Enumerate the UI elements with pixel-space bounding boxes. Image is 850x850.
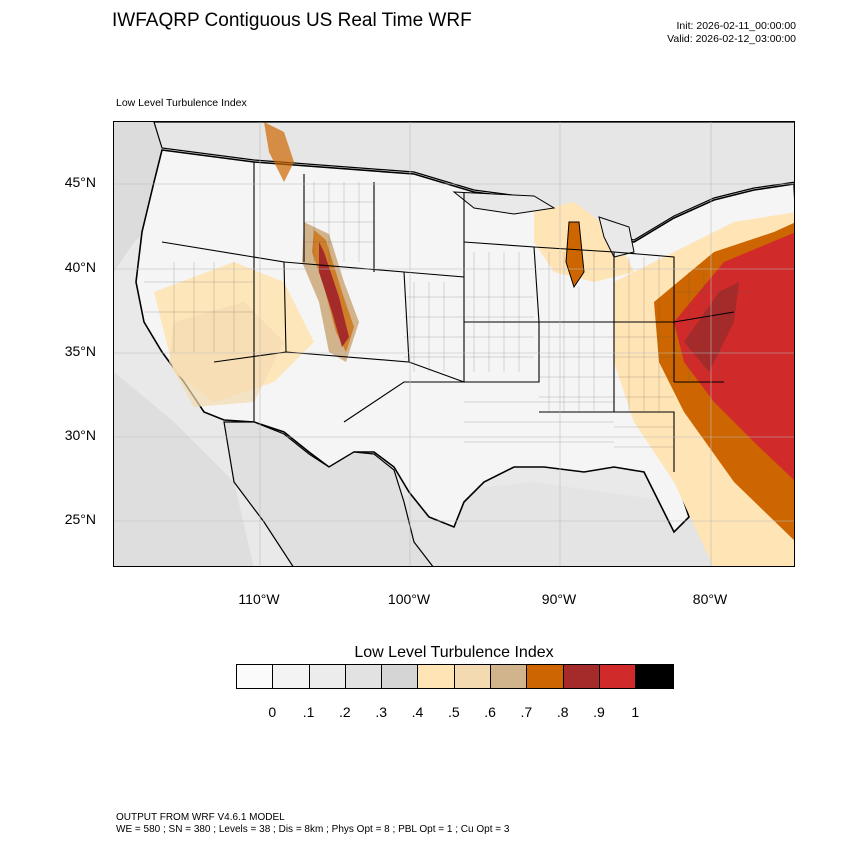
lat-label-35: 35°N	[64, 343, 96, 359]
graticule	[114, 122, 794, 566]
color-bar-cell	[418, 665, 455, 688]
map-subtitle: Low Level Turbulence Index	[116, 97, 247, 109]
great-lakes-turbulence	[534, 202, 634, 282]
color-bar-cell	[491, 665, 528, 688]
southwest-shading	[114, 372, 254, 566]
legend-tick-label: 1	[631, 704, 640, 720]
rockies-peak	[319, 242, 349, 347]
lat-label-40: 40°N	[64, 259, 96, 275]
legend-title: Low Level Turbulence Index	[354, 644, 554, 661]
lon-label-80: 80°W	[692, 591, 728, 607]
model-info: OUTPUT FROM WRF V4.6.1 MODEL WE = 580 ; …	[116, 812, 509, 836]
color-bar-cell	[309, 665, 346, 688]
lat-label-25: 25°N	[64, 511, 96, 527]
color-bar-cell	[563, 665, 600, 688]
legend-tick-label: .3	[375, 704, 388, 720]
turbulence-map	[113, 121, 795, 567]
lat-label-45: 45°N	[64, 174, 96, 190]
model-version: OUTPUT FROM WRF V4.6.1 MODEL	[116, 812, 285, 823]
legend-tick-label: .2	[339, 704, 351, 720]
lon-label-90: 90°W	[541, 591, 577, 607]
legend-tick-label: .4	[411, 704, 424, 720]
legend-tick-label: .9	[593, 704, 605, 720]
county-borders	[144, 182, 754, 448]
legend-tick-label: .7	[520, 704, 533, 720]
color-bar-cell	[382, 665, 419, 688]
color-bar-cell	[636, 665, 673, 688]
mexico-land	[223, 421, 434, 566]
map-canvas	[114, 122, 794, 566]
color-bar-cell	[599, 665, 637, 688]
model-settings: WE = 580 ; SN = 380 ; Levels = 38 ; Dis …	[116, 824, 510, 835]
init-time: Init: 2026-02-11_00:00:00	[676, 20, 796, 32]
legend-tick-label: 0	[268, 704, 277, 720]
run-times: Init: 2026-02-11_00:00:00 Valid: 2026-02…	[667, 20, 796, 46]
legend-tick-label: .1	[302, 704, 315, 720]
color-bar-cell	[273, 665, 310, 688]
color-bar-cell	[237, 665, 274, 688]
northern-rockies-turbulence	[264, 122, 294, 182]
legend-tick-label: .5	[447, 704, 460, 720]
legend-tick-label: .8	[556, 704, 569, 720]
legend-tick-label: .6	[484, 704, 496, 720]
plot-title: IWFAQRP Contiguous US Real Time WRF	[112, 10, 472, 31]
lat-label-30: 30°N	[64, 427, 96, 443]
lon-label-100: 100°W	[387, 591, 431, 607]
southwest-turbulence	[169, 302, 284, 407]
appalachian-peak	[684, 282, 739, 372]
lon-label-110: 110°W	[238, 591, 280, 607]
lake-huron	[598, 216, 635, 258]
color-bar-cell	[345, 665, 383, 688]
valid-time: Valid: 2026-02-12_03:00:00	[667, 33, 796, 45]
color-bar-cell	[527, 665, 564, 688]
lake-superior	[452, 191, 556, 215]
color-bar-cell	[454, 665, 492, 688]
color-bar	[236, 664, 674, 689]
lake-michigan	[565, 221, 585, 289]
